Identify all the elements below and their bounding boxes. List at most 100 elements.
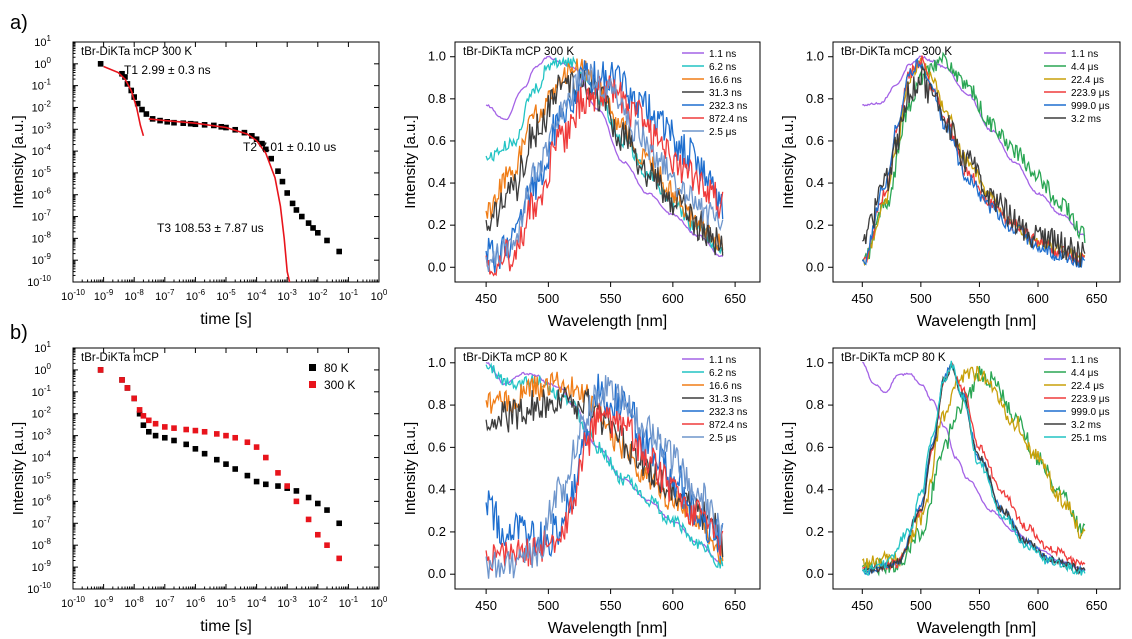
- data-point: [171, 437, 177, 444]
- y-axis-label: Intensity [a.u.]: [10, 422, 27, 515]
- data-point: [152, 420, 159, 427]
- y-tick-label: 10-1: [32, 384, 52, 399]
- legend-swatch: [309, 364, 316, 371]
- data-point: [275, 483, 281, 489]
- legend: 1.1 ns 6.2 ns 16.6 ns 31.3 ns 232.3 ns 872.4 …: [682, 355, 747, 444]
- y-tick-label: 10-1: [32, 78, 52, 93]
- x-axis-label: time [s]: [200, 311, 252, 328]
- series-line: [861, 66, 1086, 268]
- series-line: [862, 55, 1086, 237]
- data-point: [124, 385, 131, 391]
- legend: 1.1 ns 4.4 μs 22.4 μs 223.9 μs 999.0 μs 3.2 m…: [1044, 49, 1110, 125]
- y-axis-label: Intensity [a.u.]: [402, 422, 419, 515]
- legend: 1.1 ns 6.2 ns 16.6 ns 31.3 ns 232.3 ns 872.4 …: [682, 49, 747, 138]
- data-point: [122, 74, 128, 80]
- chart-a-spec-ns: 450 500 550 600 650 0.0 0.2 0.4 0.6 0.8 1.0 Wavelen…: [402, 41, 761, 330]
- data-point: [284, 190, 290, 196]
- y-tick-label: 0.0: [428, 566, 446, 581]
- x-tick-label: 650: [1086, 598, 1108, 613]
- legend-label: 872.4 ns: [709, 420, 747, 431]
- series-line: [862, 362, 1086, 576]
- series-line: [862, 361, 1086, 572]
- data-point: [223, 461, 229, 467]
- legend-label: 232.3 ns: [709, 407, 747, 418]
- y-tick-label: 10-2: [32, 99, 52, 114]
- plot-frame: [454, 41, 761, 283]
- y-tick-label: 101: [34, 340, 51, 355]
- data-point: [192, 446, 199, 452]
- data-point: [315, 500, 321, 507]
- y-tick-label: 0.6: [806, 439, 824, 454]
- x-tick-label: 10-3: [278, 595, 298, 610]
- y-tick-label: 0.0: [806, 259, 824, 274]
- y-tick-label: 0.4: [806, 482, 824, 497]
- data-point: [263, 146, 269, 153]
- data-point: [244, 439, 251, 446]
- x-tick-label: 10-5: [216, 288, 236, 303]
- x-axis-label: Wavelength [nm]: [917, 620, 1036, 637]
- y-tick-label: 0.8: [428, 91, 446, 106]
- x-tick-label: 450: [475, 598, 497, 613]
- x-tick-label: 450: [475, 291, 497, 306]
- y-tick-label: 1.0: [806, 49, 824, 64]
- data-point: [201, 428, 208, 435]
- data-point: [336, 248, 342, 255]
- data-point: [136, 407, 143, 413]
- y-axis-label: Intensity [a.u.]: [780, 115, 797, 208]
- chart-b-spec-ns: 450 500 550 600 650 0.0 0.2 0.4 0.6 0.8 1.0 Wavelen…: [402, 347, 761, 637]
- data-point: [336, 555, 342, 562]
- legend-swatch: [309, 381, 316, 388]
- data-point: [119, 377, 125, 383]
- y-tick-label: 0.2: [428, 524, 446, 539]
- plot-area: [861, 360, 1086, 577]
- y-tick-label: 100: [34, 56, 51, 71]
- x-tick-label: 650: [1086, 291, 1108, 306]
- y-tick-label: 0.2: [806, 217, 824, 232]
- legend-label: 223.9 μs: [1071, 394, 1110, 405]
- plot-area: [97, 367, 342, 562]
- plot-frame: [454, 347, 761, 590]
- data-point: [268, 155, 274, 162]
- y-tick-label: 10-9: [32, 252, 52, 267]
- chart-title: tBr-DiKTa mCP 300 K: [81, 46, 192, 58]
- chart-b-spec-us: 450 500 550 600 650 0.0 0.2 0.4 0.6 0.8 1.0 Wavelen…: [780, 347, 1121, 637]
- plot-frame: [72, 41, 380, 283]
- legend-label: 999.0 μs: [1071, 101, 1110, 112]
- x-tick-label: 100: [371, 595, 388, 610]
- x-tick-label: 550: [969, 291, 991, 306]
- legend-label: 4.4 μs: [1071, 368, 1098, 379]
- y-tick-label: 10-6: [32, 493, 52, 508]
- x-tick-label: 500: [910, 291, 932, 306]
- y-axis-label: Intensity [a.u.]: [10, 115, 27, 208]
- y-tick-label: 0.2: [428, 217, 446, 232]
- data-point: [232, 466, 239, 472]
- legend-label: 22.4 μs: [1071, 381, 1104, 392]
- legend-label: 223.9 μs: [1071, 88, 1110, 99]
- data-point: [180, 120, 187, 126]
- data-point: [324, 542, 330, 548]
- y-tick-label: 10-3: [32, 428, 52, 443]
- series-line: [862, 360, 1086, 576]
- chart-a-decay: 10-10 10-9 10-8 10-7 10-6 10-5 10-4 10-3 10-2 10-…: [10, 34, 388, 328]
- data-point: [253, 478, 260, 485]
- legend-label: 999.0 μs: [1071, 407, 1110, 418]
- x-tick-label: 10-5: [216, 595, 236, 610]
- y-tick-label: 0.6: [428, 439, 446, 454]
- data-point: [293, 488, 300, 494]
- data-point: [244, 472, 251, 479]
- data-point: [263, 481, 269, 488]
- y-tick-label: 0.4: [806, 175, 824, 190]
- x-axis-label: Wavelength [nm]: [548, 620, 667, 637]
- series-line: [485, 375, 724, 579]
- x-tick-label: 10-9: [94, 595, 114, 610]
- data-point: [293, 498, 300, 505]
- data-point: [289, 200, 296, 207]
- x-tick-label: 650: [724, 598, 746, 613]
- y-axis-label: Intensity [a.u.]: [780, 422, 797, 515]
- data-point: [164, 119, 171, 125]
- y-axis-label: Intensity [a.u.]: [402, 115, 419, 208]
- y-tick-label: 10-6: [32, 187, 52, 202]
- y-tick-label: 10-10: [27, 274, 51, 289]
- data-point: [140, 422, 147, 428]
- legend-label: 6.2 ns: [709, 368, 736, 379]
